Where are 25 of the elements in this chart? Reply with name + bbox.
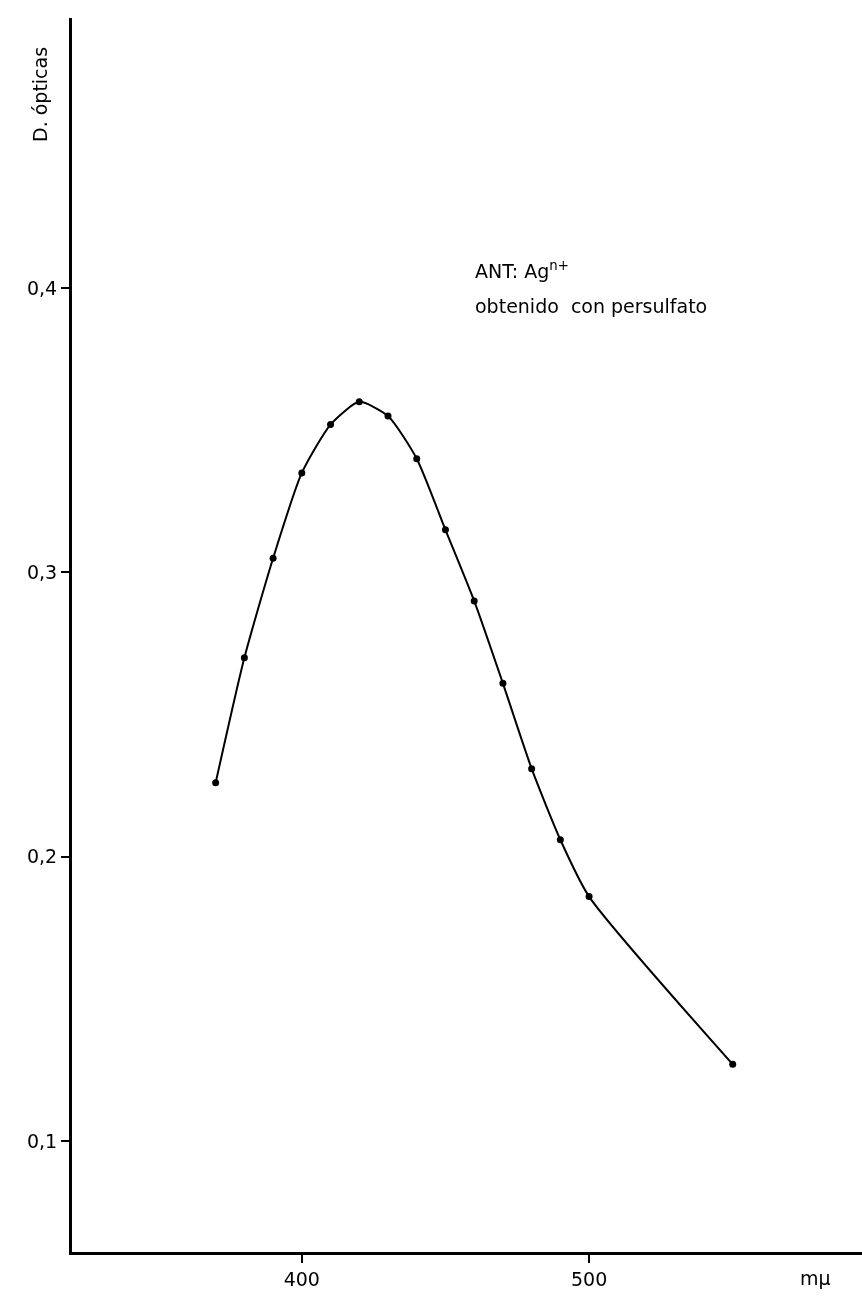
point — [470, 597, 478, 605]
point — [556, 836, 564, 844]
x-tick-label: 500 — [570, 1267, 608, 1290]
point — [499, 679, 507, 687]
point — [355, 398, 363, 406]
annotation: ANT: Ag$^{n+}$ — [475, 258, 569, 282]
point — [212, 779, 220, 787]
point — [298, 469, 306, 477]
x-tick-label: 400 — [283, 1267, 320, 1290]
point — [729, 1060, 737, 1068]
point — [528, 765, 536, 773]
y-tick-label: 0,4 — [26, 276, 58, 299]
point — [269, 554, 277, 562]
point — [384, 412, 392, 420]
point — [327, 421, 335, 429]
y-tick-label: 0,2 — [26, 845, 58, 868]
annotation: obtenido con persulfato — [475, 295, 708, 317]
point — [413, 455, 421, 463]
point — [240, 654, 248, 662]
y-axis-title: D. ópticas — [29, 46, 51, 142]
x-axis-title: mμ — [800, 1267, 831, 1289]
point — [585, 893, 593, 901]
y-tick-label: 0,1 — [26, 1129, 58, 1152]
point — [441, 526, 449, 534]
y-tick-label: 0,3 — [26, 561, 58, 584]
